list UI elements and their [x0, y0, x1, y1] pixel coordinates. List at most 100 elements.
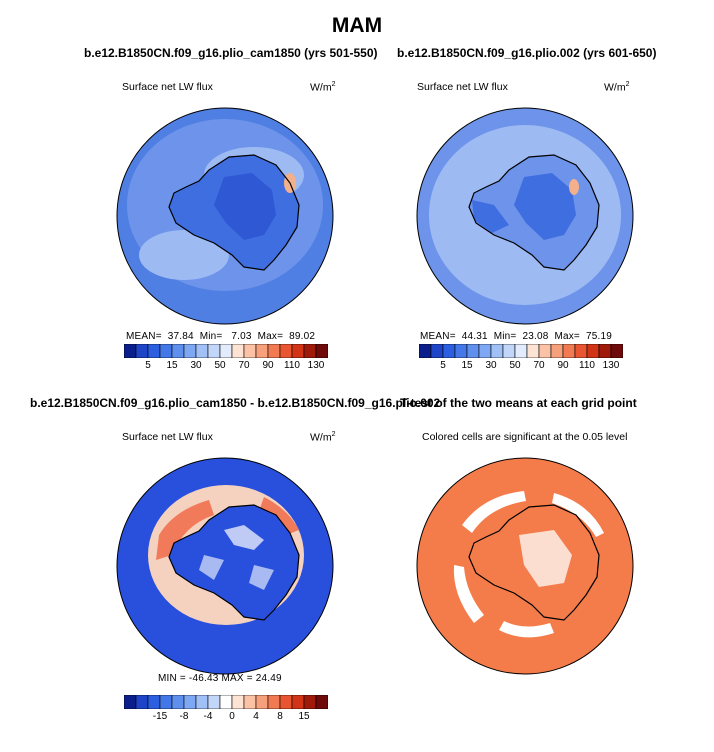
colorbar-swatch [159, 695, 173, 709]
colorbar-swatch [598, 344, 612, 358]
colorbar-swatch [243, 344, 257, 358]
panel4-map [416, 457, 634, 675]
colorbar-tick-label: 70 [238, 360, 250, 371]
colorbar-tick-label: 90 [557, 360, 569, 371]
colorbar-swatch [159, 344, 173, 358]
colorbar-swatch [303, 695, 317, 709]
panel2-map [416, 107, 634, 325]
colorbar-swatch [514, 344, 528, 358]
colorbar-swatch [147, 695, 161, 709]
colorbar-tick-label: 110 [579, 360, 595, 371]
colorbar-swatch [135, 695, 149, 709]
colorbar-swatch [315, 695, 328, 709]
colorbar-swatch [267, 344, 281, 358]
colorbar-tick-label: -8 [179, 711, 189, 722]
panel2-units: W/m2 [604, 81, 630, 94]
panel3-title: b.e12.B1850CN.f09_g16.plio_cam1850 - b.e… [30, 396, 441, 410]
panel2-colorbar-labels: 5 15 30 50 70 90 110 130 [419, 360, 623, 374]
colorbar-swatch [255, 344, 269, 358]
panel2-stats: MEAN= 44.31 Min= 23.08 Max= 75.19 [420, 331, 612, 342]
colorbar-tick-label: 15 [461, 360, 473, 371]
colorbar-swatch [243, 695, 257, 709]
colorbar-swatch [550, 344, 564, 358]
colorbar-tick-label: -15 [152, 711, 168, 722]
panel3-stats: MIN = -46.43 MAX = 24.49 [158, 673, 282, 684]
figure-title: MAM [331, 14, 383, 37]
colorbar-tick-label: 50 [509, 360, 521, 371]
colorbar-swatch [291, 344, 305, 358]
panel2-title: b.e12.B1850CN.f09_g16.plio.002 (yrs 601-… [397, 46, 657, 60]
colorbar-swatch [195, 344, 209, 358]
colorbar-swatch [219, 344, 233, 358]
colorbar-swatch [291, 695, 305, 709]
colorbar-tick-label: 50 [214, 360, 226, 371]
colorbar-swatch [171, 344, 185, 358]
colorbar-swatch [219, 695, 233, 709]
colorbar-tick-label: 130 [307, 360, 325, 371]
colorbar-swatch [502, 344, 516, 358]
colorbar-swatch [171, 695, 185, 709]
colorbar-swatch [466, 344, 480, 358]
colorbar-tick-label: 0 [229, 711, 235, 722]
panel2-colorbar [419, 344, 623, 358]
colorbar-swatch [147, 344, 161, 358]
colorbar-swatch [207, 344, 221, 358]
colorbar-swatch [279, 695, 293, 709]
colorbar-swatch [255, 695, 269, 709]
colorbar-tick-label: 5 [145, 360, 151, 371]
colorbar-tick-label: 30 [485, 360, 497, 371]
colorbar-swatch [267, 695, 281, 709]
colorbar-swatch [478, 344, 492, 358]
panel3-field-label: Surface net LW flux [122, 431, 213, 443]
colorbar-swatch [183, 695, 197, 709]
panel2-field-label: Surface net LW flux [417, 81, 508, 93]
colorbar-swatch [562, 344, 576, 358]
panel1-colorbar-labels: 5 15 30 50 70 90 110 130 [124, 360, 328, 374]
colorbar-swatch [610, 344, 623, 358]
colorbar-swatch [135, 344, 149, 358]
panel1-title: b.e12.B1850CN.f09_g16.plio_cam1850 (yrs … [84, 46, 378, 60]
panel1-units: W/m2 [310, 81, 336, 94]
colorbar-swatch [231, 695, 245, 709]
panel1-map [116, 107, 334, 325]
colorbar-swatch [574, 344, 588, 358]
panel4-title: T-test of the two means at each grid poi… [400, 396, 637, 410]
colorbar-swatch [279, 344, 293, 358]
colorbar-swatch [207, 695, 221, 709]
colorbar-swatch [454, 344, 468, 358]
colorbar-swatch [442, 344, 456, 358]
panel3-continent [169, 505, 299, 620]
colorbar-tick-label: -4 [203, 711, 213, 722]
panel1-colorbar [124, 344, 328, 358]
colorbar-swatch [490, 344, 504, 358]
panel1-field-label: Surface net LW flux [122, 81, 213, 93]
colorbar-swatch [195, 695, 209, 709]
colorbar-tick-label: 110 [284, 360, 300, 371]
colorbar-tick-label: 15 [298, 711, 310, 722]
colorbar-tick-label: 30 [190, 360, 202, 371]
colorbar-tick-label: 70 [533, 360, 545, 371]
panel3-units: W/m2 [310, 431, 336, 444]
colorbar-swatch [124, 695, 137, 709]
panel4-field-label: Colored cells are significant at the 0.0… [422, 431, 628, 443]
colorbar-swatch [586, 344, 600, 358]
colorbar-swatch [526, 344, 540, 358]
panel1-stats: MEAN= 37.84 Min= 7.03 Max= 89.02 [126, 331, 316, 342]
panel3-colorbar [124, 695, 328, 709]
colorbar-tick-label: 130 [602, 360, 620, 371]
colorbar-swatch [303, 344, 317, 358]
colorbar-swatch [124, 344, 137, 358]
colorbar-tick-label: 4 [253, 711, 259, 722]
colorbar-tick-label: 5 [440, 360, 446, 371]
colorbar-swatch [430, 344, 444, 358]
colorbar-tick-label: 90 [262, 360, 274, 371]
colorbar-tick-label: 8 [277, 711, 283, 722]
colorbar-swatch [315, 344, 328, 358]
colorbar-swatch [231, 344, 245, 358]
colorbar-tick-label: 15 [166, 360, 178, 371]
colorbar-swatch [538, 344, 552, 358]
colorbar-swatch [419, 344, 432, 358]
panel3-map [116, 457, 334, 675]
panel3-colorbar-labels: -15 -8 -4 0 4 8 15 [124, 711, 328, 725]
colorbar-swatch [183, 344, 197, 358]
